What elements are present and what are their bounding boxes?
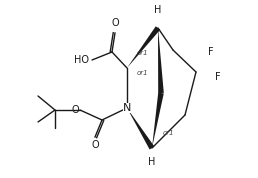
Text: O: O <box>71 105 79 115</box>
Polygon shape <box>127 26 160 68</box>
Text: H: H <box>154 5 162 15</box>
Text: F: F <box>208 47 214 57</box>
Text: H: H <box>148 157 156 167</box>
Polygon shape <box>127 108 154 150</box>
Text: O: O <box>91 140 99 150</box>
Text: or1: or1 <box>136 50 148 56</box>
Text: HO: HO <box>74 55 89 65</box>
Text: or1: or1 <box>163 130 175 136</box>
Polygon shape <box>152 93 164 148</box>
Text: or1: or1 <box>136 70 148 76</box>
Polygon shape <box>158 28 164 93</box>
Text: O: O <box>111 18 119 28</box>
Text: F: F <box>215 72 221 82</box>
Text: N: N <box>123 103 131 113</box>
